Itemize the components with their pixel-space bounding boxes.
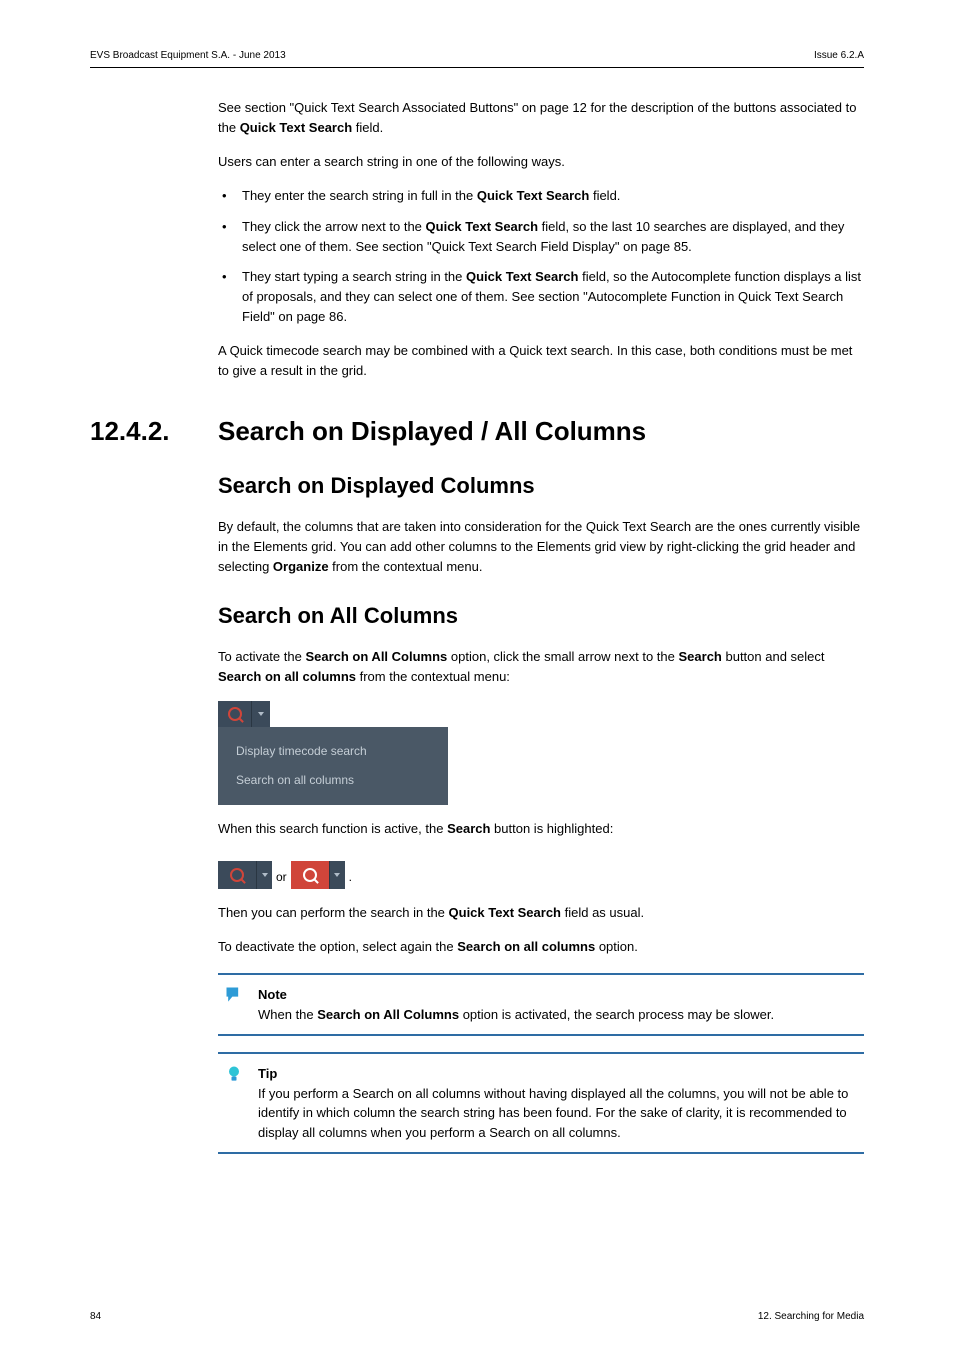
- section-title: Search on Displayed / All Columns: [218, 416, 646, 447]
- search-dropdown-screenshot: Display timecode search Search on all co…: [218, 701, 864, 804]
- search-icon: [228, 707, 242, 721]
- chevron-down-icon: [258, 712, 264, 716]
- search-button-highlighted[interactable]: [291, 861, 329, 889]
- search-icon: [230, 868, 244, 882]
- header-left: EVS Broadcast Equipment S.A. - June 2013: [90, 50, 286, 61]
- list-item: They enter the search string in full in …: [218, 186, 864, 206]
- search-dropdown-arrow[interactable]: [256, 861, 272, 889]
- tip-callout: Tip If you perform a Search on all colum…: [218, 1052, 864, 1154]
- tip-title: Tip: [258, 1066, 277, 1081]
- subheading-displayed: Search on Displayed Columns: [218, 469, 864, 503]
- section-number: 12.4.2.: [90, 416, 218, 447]
- section-heading: 12.4.2. Search on Displayed / All Column…: [90, 416, 864, 447]
- sub1-para: By default, the columns that are taken i…: [218, 517, 864, 577]
- search-button-normal[interactable]: [218, 861, 256, 889]
- sub2-p1: To activate the Search on All Columns op…: [218, 647, 864, 687]
- menu-item-timecode[interactable]: Display timecode search: [218, 737, 448, 766]
- list-item: They start typing a search string in the…: [218, 267, 864, 327]
- sub2-p3: Then you can perform the search in the Q…: [218, 903, 864, 923]
- intro-p1: See section "Quick Text Search Associate…: [218, 98, 864, 138]
- search-icon: [303, 868, 317, 882]
- subheading-all: Search on All Columns: [218, 599, 864, 633]
- page-number: 84: [90, 1311, 101, 1322]
- header-right: Issue 6.2.A: [814, 50, 864, 61]
- footer-section: 12. Searching for Media: [758, 1311, 864, 1322]
- tip-icon: [224, 1064, 244, 1084]
- page-footer: 84 12. Searching for Media: [90, 1311, 864, 1322]
- page-header: EVS Broadcast Equipment S.A. - June 2013…: [90, 50, 864, 68]
- search-button[interactable]: [218, 701, 252, 727]
- tip-body: If you perform a Search on all columns w…: [258, 1086, 848, 1140]
- chevron-down-icon: [262, 873, 268, 877]
- list-item: They click the arrow next to the Quick T…: [218, 217, 864, 257]
- sub2-p2: When this search function is active, the…: [218, 819, 864, 839]
- intro-p3: A Quick timecode search may be combined …: [218, 341, 864, 381]
- sub2-p4: To deactivate the option, select again t…: [218, 937, 864, 957]
- search-dropdown-arrow[interactable]: [329, 861, 345, 889]
- intro-p2: Users can enter a search string in one o…: [218, 152, 864, 172]
- search-dropdown-menu: Display timecode search Search on all co…: [218, 727, 448, 804]
- note-icon: [224, 985, 244, 1005]
- menu-item-all-columns[interactable]: Search on all columns: [218, 766, 448, 795]
- note-title: Note: [258, 987, 287, 1002]
- intro-bullets: They enter the search string in full in …: [218, 186, 864, 327]
- note-callout: Note When the Search on All Columns opti…: [218, 973, 864, 1036]
- chevron-down-icon: [334, 873, 340, 877]
- or-separator: or: [276, 868, 287, 889]
- period: .: [349, 868, 352, 889]
- search-dropdown-arrow[interactable]: [252, 701, 270, 727]
- highlighted-buttons: or .: [218, 861, 356, 889]
